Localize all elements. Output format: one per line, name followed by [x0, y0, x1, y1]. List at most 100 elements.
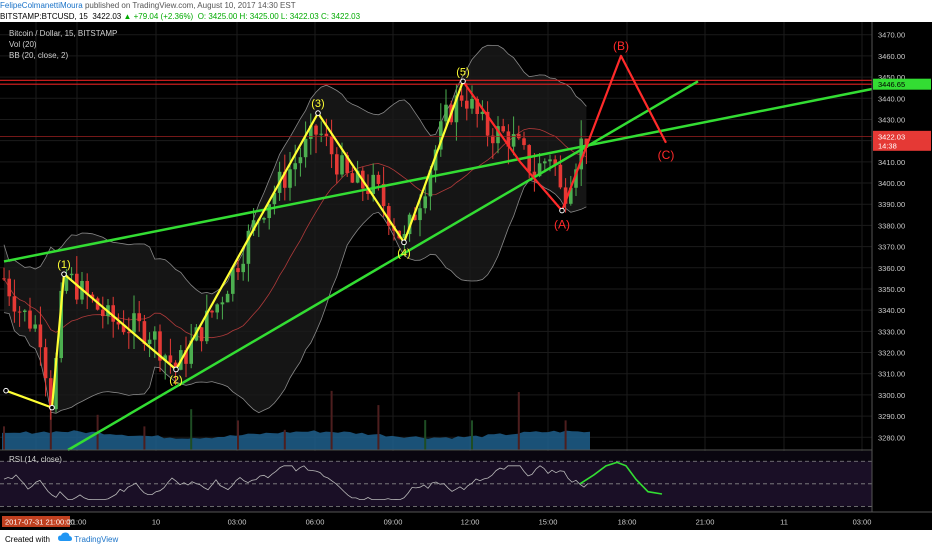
candle-body: [501, 126, 505, 132]
author-link[interactable]: FelipeColmanettiMoura: [0, 1, 83, 10]
price-change: ▲ +79.04 (+2.36%): [123, 12, 194, 21]
candle-body: [433, 149, 438, 171]
candle-body: [85, 280, 89, 295]
candle-body: [116, 321, 121, 325]
candle-body: [376, 174, 381, 184]
price-tick-label: 3470.00: [878, 31, 905, 40]
candle-body: [251, 220, 256, 231]
wave-point: [49, 404, 55, 411]
wave-label-yellow: (1): [57, 259, 70, 271]
wave-label-red: (B): [613, 39, 629, 53]
wave-point: [173, 366, 179, 373]
volume-bar: [517, 392, 520, 450]
candle-body: [485, 111, 490, 136]
time-axis: [0, 512, 932, 530]
candle-body: [59, 290, 63, 359]
time-tick-label: 18:00: [618, 518, 637, 527]
candle-body: [511, 134, 516, 147]
candle-body: [470, 98, 474, 109]
price-tick-label: 3340.00: [878, 306, 905, 315]
header-line-2: BITSTAMP:BTCUSD, 15 3422.03 ▲ +79.04 (+2…: [0, 11, 932, 22]
created-with-label: Created with: [5, 535, 50, 545]
candle-body: [574, 169, 578, 188]
time-tick-label: 10: [152, 518, 160, 527]
candle-body: [293, 163, 297, 170]
price-tick-label: 3360.00: [878, 264, 905, 273]
chart-area[interactable]: (1)(2)(3)(4)(5)(A)(B)(C) 40.000050.01756…: [0, 22, 932, 530]
candle-body: [454, 95, 459, 123]
candle-body: [428, 170, 433, 197]
candle-body: [236, 268, 240, 273]
volume-bar: [143, 426, 146, 450]
candle-body: [480, 111, 485, 115]
chart-svg[interactable]: (1)(2)(3)(4)(5)(A)(B)(C) 40.000050.01756…: [0, 22, 932, 530]
time-cursor-badge: [2, 516, 70, 527]
candle-body: [340, 155, 344, 175]
tradingview-brand[interactable]: TradingView: [74, 535, 119, 545]
price-tick-label: 3400.00: [878, 179, 905, 188]
candle-body: [423, 196, 427, 209]
candle-body: [49, 378, 53, 410]
candle-body: [184, 350, 188, 364]
price-tick-label: 3350.00: [878, 285, 905, 294]
time-tick-label: 03:00: [228, 518, 247, 527]
candle-body: [111, 305, 115, 322]
tradingview-cloud-icon: [58, 530, 73, 550]
candle-body: [543, 161, 547, 164]
candle-body: [75, 273, 79, 300]
candle-body: [90, 294, 95, 299]
candle-body: [137, 313, 141, 322]
footer: Created with TradingView: [0, 530, 932, 550]
price-tick-label: 3410.00: [878, 158, 905, 167]
candle-body: [298, 157, 303, 164]
symbol-label: BITSTAMP:BTCUSD, 15: [0, 12, 88, 21]
volume-bar: [237, 420, 239, 450]
candle-body: [38, 324, 43, 348]
candle-body: [335, 154, 339, 175]
candle-body: [33, 324, 37, 329]
price-badge-label: 14:38: [878, 141, 897, 150]
candle-body: [210, 310, 214, 313]
bollinger-lower: [3, 179, 587, 414]
volume-bar: [424, 420, 427, 450]
candle-body: [272, 192, 277, 205]
price-badge: [873, 139, 931, 151]
candle-body: [173, 362, 178, 370]
time-tick-label: 06:00: [306, 518, 325, 527]
price-tick-label: 3310.00: [878, 370, 905, 379]
wave-point: [401, 239, 407, 246]
candle-body: [132, 313, 136, 333]
candle-body: [444, 104, 448, 122]
candle-body: [101, 309, 105, 317]
candle-body: [350, 173, 355, 183]
candle-body: [345, 155, 349, 174]
time-cursor-label: 2017-07-31 21:00:00: [5, 518, 75, 527]
candle-body: [309, 125, 313, 139]
volume-bar: [190, 409, 193, 450]
candle-body: [553, 159, 557, 165]
volume-bar: [283, 429, 286, 450]
candle-body: [532, 171, 537, 177]
candle-body: [220, 302, 225, 305]
price-tick-label: 3380.00: [878, 221, 905, 230]
candle-body: [303, 138, 308, 158]
price-tick-label: 3320.00: [878, 349, 905, 358]
candle-body: [246, 230, 251, 264]
candle-body: [381, 183, 386, 207]
candle-body: [231, 268, 235, 294]
candle-body: [563, 187, 568, 204]
price-tick-label: 3280.00: [878, 433, 905, 442]
last-price: 3422.03: [92, 12, 122, 21]
time-tick-label: 21:00: [68, 518, 87, 527]
price-badge-label: 3446.65: [878, 80, 905, 89]
legend-bb: BB (20, close, 2): [9, 51, 68, 60]
publish-info: published on TradingView.com, August 10,…: [84, 1, 296, 10]
time-tick-label: 15:00: [539, 518, 558, 527]
price-badge: [873, 130, 931, 142]
time-tick-label: 21:00: [696, 518, 715, 527]
candle-body: [12, 296, 17, 312]
trendline: [67, 80, 699, 452]
candle-body: [69, 273, 74, 276]
price-tick-label: 3300.00: [878, 391, 905, 400]
time-tick-label: 12:00: [461, 518, 480, 527]
